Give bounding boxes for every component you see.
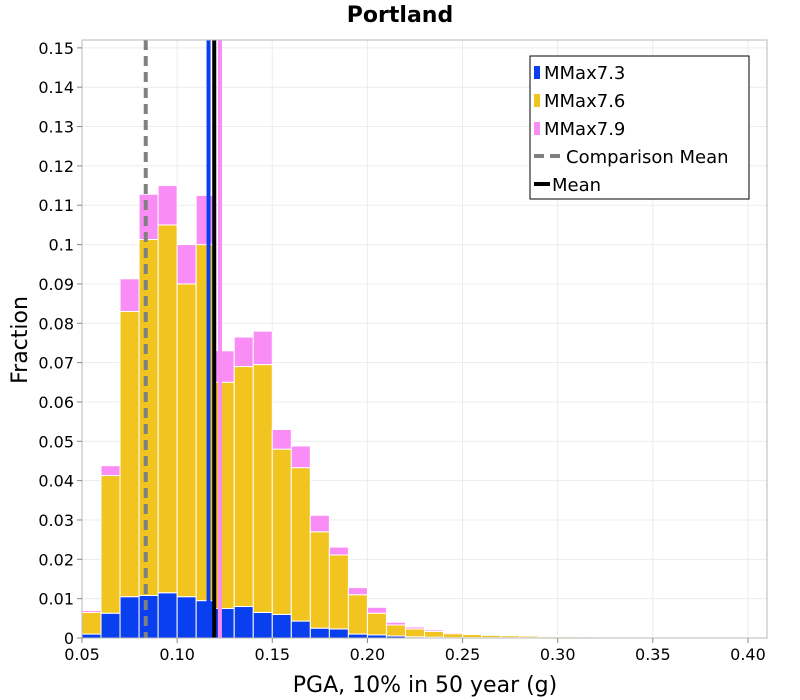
bar-mmax79 [690,636,711,639]
x-tick-label: 0.35 [635,645,671,664]
bar-mmax79 [366,606,387,614]
bar-mmax73 [100,612,121,639]
bar-mmax73 [347,633,368,639]
bar-mmax79 [347,587,368,596]
bar-mmax79 [81,609,102,613]
x-tick-label: 0.20 [350,645,386,664]
legend-box [529,55,750,200]
bar-mmax76 [233,366,254,608]
bar-mmax76 [252,364,273,613]
chart-title: Portland [347,3,453,28]
bar-mmax76 [424,630,445,638]
bar-mmax76 [290,467,311,622]
y-tick-label: 0.11 [38,196,74,215]
bar-mmax73 [252,611,273,639]
legend-label: Comparison Mean [566,147,729,168]
mean-lines [143,40,222,638]
legend-swatch [534,122,540,135]
x-tick-label: 0.30 [540,645,576,664]
y-tick-label: 0.07 [38,354,74,373]
bar-mmax79 [252,330,273,366]
bar-mmax79 [385,621,406,626]
bar-mmax79 [290,445,311,469]
bar-mmax76 [81,611,102,635]
bar-mmax73 [271,613,292,639]
y-tick-label: 0.05 [38,432,74,451]
bar-mmax79 [157,185,178,226]
bar-mmax76 [157,224,178,594]
y-axis-title: Fraction [8,296,33,384]
bar-mmax76 [347,594,368,635]
bar-mmax79 [328,546,349,556]
bar-mmax79 [481,633,502,636]
bar-mmax73 [119,596,140,639]
y-tick-label: 0.06 [38,393,74,412]
legend-label: Mean [552,175,601,196]
x-axis: 0.05 0.10 0.15 0.20 0.25 0.30 0.35 0.40 [64,638,766,664]
legend-swatch [534,66,540,79]
x-tick-label: 0.15 [254,645,290,664]
y-tick-label: 0 [64,629,74,648]
legend-label: MMax7.6 [544,91,625,112]
bar-mmax73 [290,620,311,639]
bar-mmax79 [176,244,197,285]
bar-mmax79 [100,465,121,477]
bar-mmax76 [366,612,387,636]
legend: MMax7.3 MMax7.6 MMax7.9 Comparison Mean Mean [529,55,750,200]
bar-mmax73 [138,595,159,639]
bar-mmax76 [309,531,330,629]
bar-mmax79 [119,278,140,312]
bar-mmax79 [462,633,483,635]
bar-mmax76 [328,554,349,630]
x-tick-label: 0.10 [159,645,195,664]
y-tick-label: 0.1 [49,236,74,255]
y-tick-label: 0.15 [38,39,74,58]
bar-mmax73 [81,633,102,639]
y-tick-label: 0.13 [38,118,74,137]
bar-mmax79 [138,193,159,240]
bar-mmax79 [271,428,292,450]
bar-mmax76 [176,283,197,598]
bar-mmax73 [176,596,197,639]
x-axis-title: PGA, 10% in 50 year (g) [293,673,557,698]
bar-mmax73 [309,627,330,639]
bar-mmax76 [385,624,406,637]
x-tick-label: 0.40 [730,645,766,664]
bar-mmax76 [271,448,292,615]
bar-mmax76 [443,633,464,639]
bar-mmax79 [404,626,426,630]
bar-mmax76 [138,238,159,597]
bar-mmax73 [157,592,178,639]
bar-mmax76 [404,628,426,638]
y-tick-label: 0.08 [38,314,74,333]
bar-mmax79 [500,634,521,637]
plot-frame [81,39,768,639]
y-tick-label: 0.01 [38,590,74,609]
y-tick-label: 0.03 [38,511,74,530]
bar-mmax79 [424,629,445,632]
y-tick-label: 0.09 [38,275,74,294]
bar-mmax73 [328,628,349,639]
legend-swatch [534,94,540,107]
y-tick-label: 0.14 [38,78,74,97]
y-axis: 0 0.01 0.02 0.03 0.04 0.05 0.06 0.07 0.08 0.09 0.1… [38,39,82,648]
bar-mmax76 [119,310,140,598]
legend-label: MMax7.3 [544,63,625,84]
y-tick-label: 0.04 [38,472,74,491]
bar-mmax73 [233,606,254,639]
bar-mmax76 [100,475,121,614]
x-tick-label: 0.25 [445,645,481,664]
bar-mmax79 [309,514,330,533]
bar-mmax79 [443,631,464,635]
legend-label: MMax7.9 [544,119,625,140]
x-tick-label: 0.05 [64,645,100,664]
bar-mmax79 [233,336,254,368]
bars [81,185,749,639]
y-tick-label: 0.12 [38,157,74,176]
y-tick-label: 0.02 [38,550,74,569]
